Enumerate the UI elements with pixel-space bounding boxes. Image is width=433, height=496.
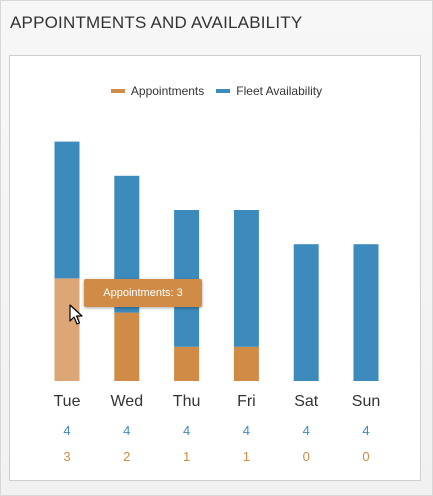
x-tick-label-fri: Fri xyxy=(237,393,256,410)
x-tick-label-thu: Thu xyxy=(173,393,201,410)
bar-fleet-availability-thu[interactable] xyxy=(174,210,200,347)
value-appointments-thu: 1 xyxy=(183,449,190,464)
value-appointments-tue: 3 xyxy=(63,449,70,464)
value-appointments-sun: 0 xyxy=(362,449,369,464)
bar-appointments-tue[interactable] xyxy=(54,278,80,381)
value-fleet-availability-wed: 4 xyxy=(123,423,130,438)
value-appointments-sat: 0 xyxy=(303,449,310,464)
chart-tooltip: Appointments: 3 xyxy=(84,279,202,307)
widget-title: APPOINTMENTS AND AVAILABILITY xyxy=(10,13,303,32)
value-fleet-availability-fri: 4 xyxy=(243,423,250,438)
legend-swatch-appointments xyxy=(110,89,125,93)
legend-label-appointments: Appointments xyxy=(130,84,205,98)
value-appointments-wed: 2 xyxy=(123,449,130,464)
legend-item-fleet-availability[interactable]: Fleet Availability xyxy=(216,84,322,98)
legend-swatch-fleet-availability xyxy=(216,89,231,93)
legend-label-fleet-availability: Fleet Availability xyxy=(236,84,323,98)
legend-item-appointments[interactable]: Appointments xyxy=(110,84,205,98)
mouse-pointer-icon xyxy=(69,304,83,325)
bar-appointments-wed[interactable] xyxy=(114,312,140,381)
value-fleet-availability-sat: 4 xyxy=(303,423,310,438)
value-fleet-availability-tue: 4 xyxy=(63,423,70,438)
x-tick-label-tue: Tue xyxy=(54,393,81,410)
bar-fleet-availability-fri[interactable] xyxy=(233,210,259,347)
value-fleet-availability-thu: 4 xyxy=(183,423,190,438)
bar-appointments-fri[interactable] xyxy=(233,346,259,381)
bar-fleet-availability-sun[interactable] xyxy=(353,244,379,381)
x-tick-label-sun: Sun xyxy=(352,393,380,410)
x-tick-label-sat: Sat xyxy=(294,393,319,410)
bar-fleet-availability-tue[interactable] xyxy=(54,141,80,279)
bar-fleet-availability-sat[interactable] xyxy=(293,244,319,381)
value-fleet-availability-sun: 4 xyxy=(362,423,369,438)
bar-appointments-thu[interactable] xyxy=(174,346,200,381)
chart-area xyxy=(21,68,401,468)
x-tick-label-wed: Wed xyxy=(110,393,143,410)
chart-legend: Appointments Fleet Availability xyxy=(0,84,433,98)
value-appointments-fri: 1 xyxy=(243,449,250,464)
